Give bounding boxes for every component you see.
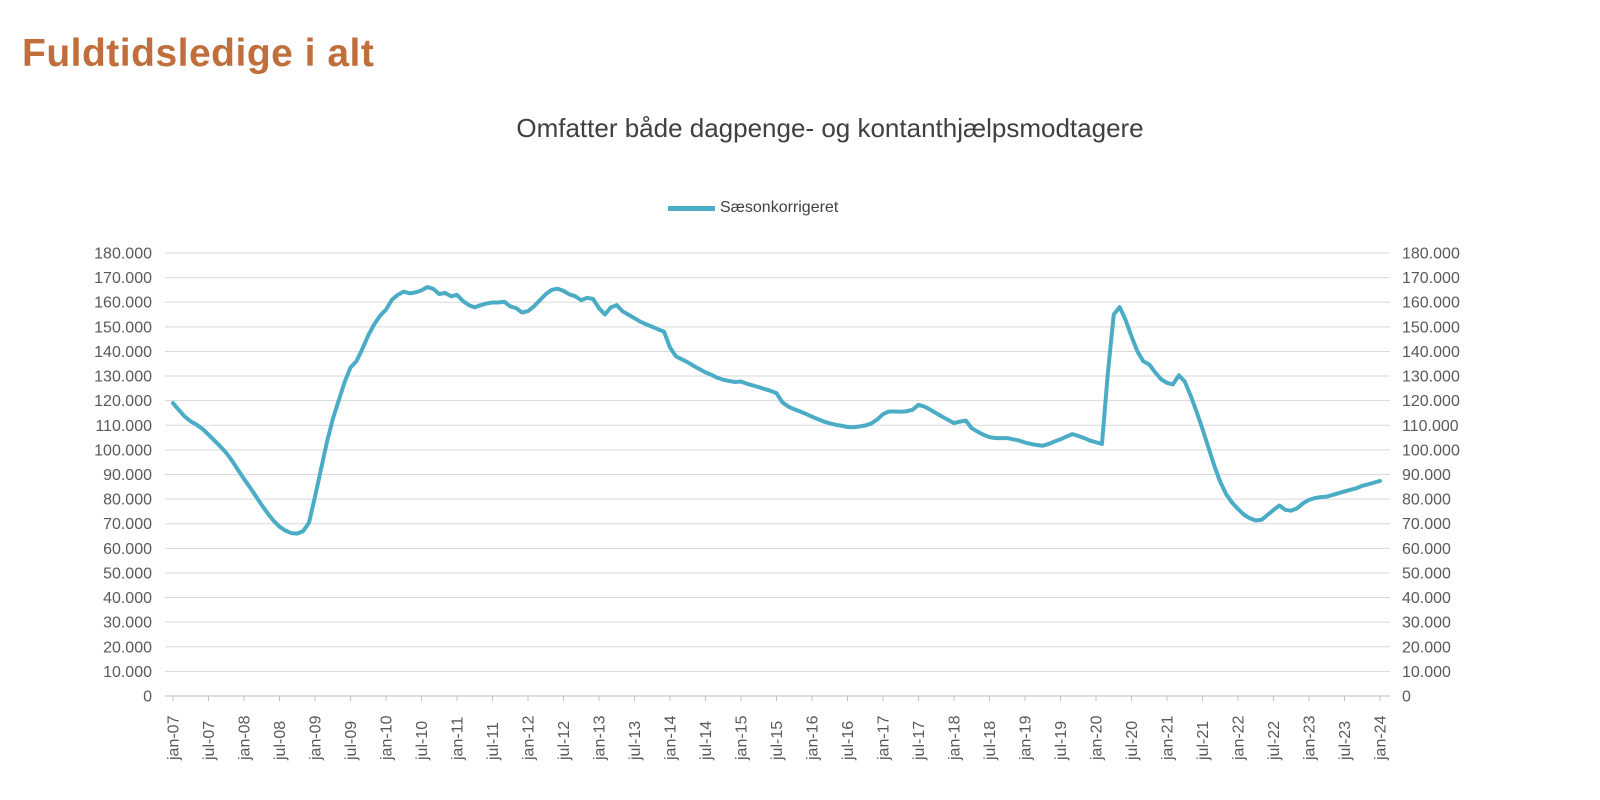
chart-title: Omfatter både dagpenge- og kontanthjælps… [516,113,1144,143]
y-axis-label-left: 10.000 [103,664,152,681]
y-axis-label-right: 30.000 [1402,615,1451,632]
y-axis-label-left: 30.000 [103,615,152,632]
x-axis-label: jul-19 [1053,721,1070,761]
y-axis-label-left: 110.000 [95,418,152,435]
x-axis-label: jan-19 [1018,715,1035,761]
x-axis-label: jan-24 [1373,715,1390,761]
x-axis-label: jan-21 [1160,715,1177,761]
x-axis-label: jul-14 [698,721,715,761]
x-axis-label: jan-13 [592,715,609,761]
x-axis-label: jan-12 [521,715,538,761]
legend-label: Sæsonkorrigeret [720,199,839,216]
y-axis-label-right: 150.000 [1402,319,1460,336]
x-axis-label: jan-23 [1302,715,1319,761]
y-axis-label-right: 50.000 [1402,565,1451,582]
y-axis-label-left: 50.000 [103,565,152,582]
x-axis-label: jan-20 [1089,715,1106,761]
y-axis-label-right: 80.000 [1402,492,1451,509]
x-axis-label: jul-17 [911,721,928,761]
x-axis-label: jul-23 [1337,721,1354,761]
y-axis-label-right: 120.000 [1402,393,1460,410]
y-axis-label-left: 130.000 [94,369,152,386]
x-axis-label: jul-22 [1266,721,1283,761]
x-axis-label: jan-10 [379,715,396,761]
y-axis-label-right: 130.000 [1402,369,1460,386]
y-axis-label-right: 40.000 [1402,590,1451,607]
x-axis-label: jul-16 [840,721,857,761]
y-axis-label-right: 10.000 [1402,664,1451,681]
x-axis-label: jan-08 [237,715,254,761]
x-axis-label: jul-07 [201,721,218,761]
y-axis-label-right: 160.000 [1402,295,1460,312]
x-axis-label: jan-16 [805,715,822,761]
y-axis-label-right: 180.000 [1402,246,1460,263]
y-axis-label-right: 170.000 [1402,270,1460,287]
y-axis-label-right: 100.000 [1402,442,1460,459]
y-axis-label-left: 160.000 [94,295,152,312]
x-axis-label: jan-22 [1231,715,1248,761]
y-axis-label-right: 110.000 [1402,418,1459,435]
legend-line-marker [668,205,715,211]
y-axis-label-left: 120.000 [94,393,152,410]
x-axis-label: jul-18 [982,721,999,761]
y-axis-label-right: 0 [1402,689,1411,706]
chart-title-row: Omfatter både dagpenge- og kontanthjælps… [30,113,1600,144]
y-axis-label-left: 180.000 [94,246,152,263]
x-axis-label: jul-08 [272,721,289,761]
y-axis-label-left: 70.000 [103,516,152,533]
y-axis-label-right: 90.000 [1402,467,1451,484]
legend: Sæsonkorrigeret [668,199,838,217]
x-axis-label: jan-11 [450,717,467,761]
x-axis-label: jul-20 [1124,721,1141,761]
x-axis-label: jul-21 [1195,721,1212,761]
series-line-saesonkorrigeret [171,284,1382,536]
y-axis-label-left: 80.000 [103,492,152,509]
x-axis-label: jul-15 [769,721,786,761]
y-axis-label-left: 20.000 [103,639,152,656]
x-axis-label: jan-14 [663,715,680,761]
y-axis-label-right: 60.000 [1402,541,1451,558]
y-axis-label-right: 140.000 [1402,344,1460,361]
y-axis-label-right: 70.000 [1402,516,1451,533]
x-axis-label: jan-18 [947,715,964,761]
x-axis-label: jul-12 [556,721,573,761]
y-axis-label-left: 60.000 [103,541,152,558]
y-axis-label-left: 90.000 [103,467,152,484]
y-axis-label-right: 20.000 [1402,639,1451,656]
x-axis-label: jul-09 [343,721,360,761]
y-axis-label-left: 140.000 [94,344,152,361]
x-axis-label: jul-11 [485,722,502,761]
x-axis-label: jan-15 [734,715,751,761]
y-axis-label-left: 170.000 [94,270,152,287]
x-axis-label: jan-07 [166,715,183,761]
y-axis-label-left: 100.000 [94,442,152,459]
y-axis-label-left: 40.000 [103,590,152,607]
x-axis-label: jul-10 [414,721,431,761]
y-axis-label-left: 150.000 [94,319,152,336]
x-axis-label: jul-13 [627,721,644,761]
x-axis-label: jan-17 [876,715,893,761]
page-title: Fuldtidsledige i alt [22,32,375,75]
x-axis-label: jan-09 [308,715,325,761]
y-axis-label-left: 0 [143,689,152,706]
